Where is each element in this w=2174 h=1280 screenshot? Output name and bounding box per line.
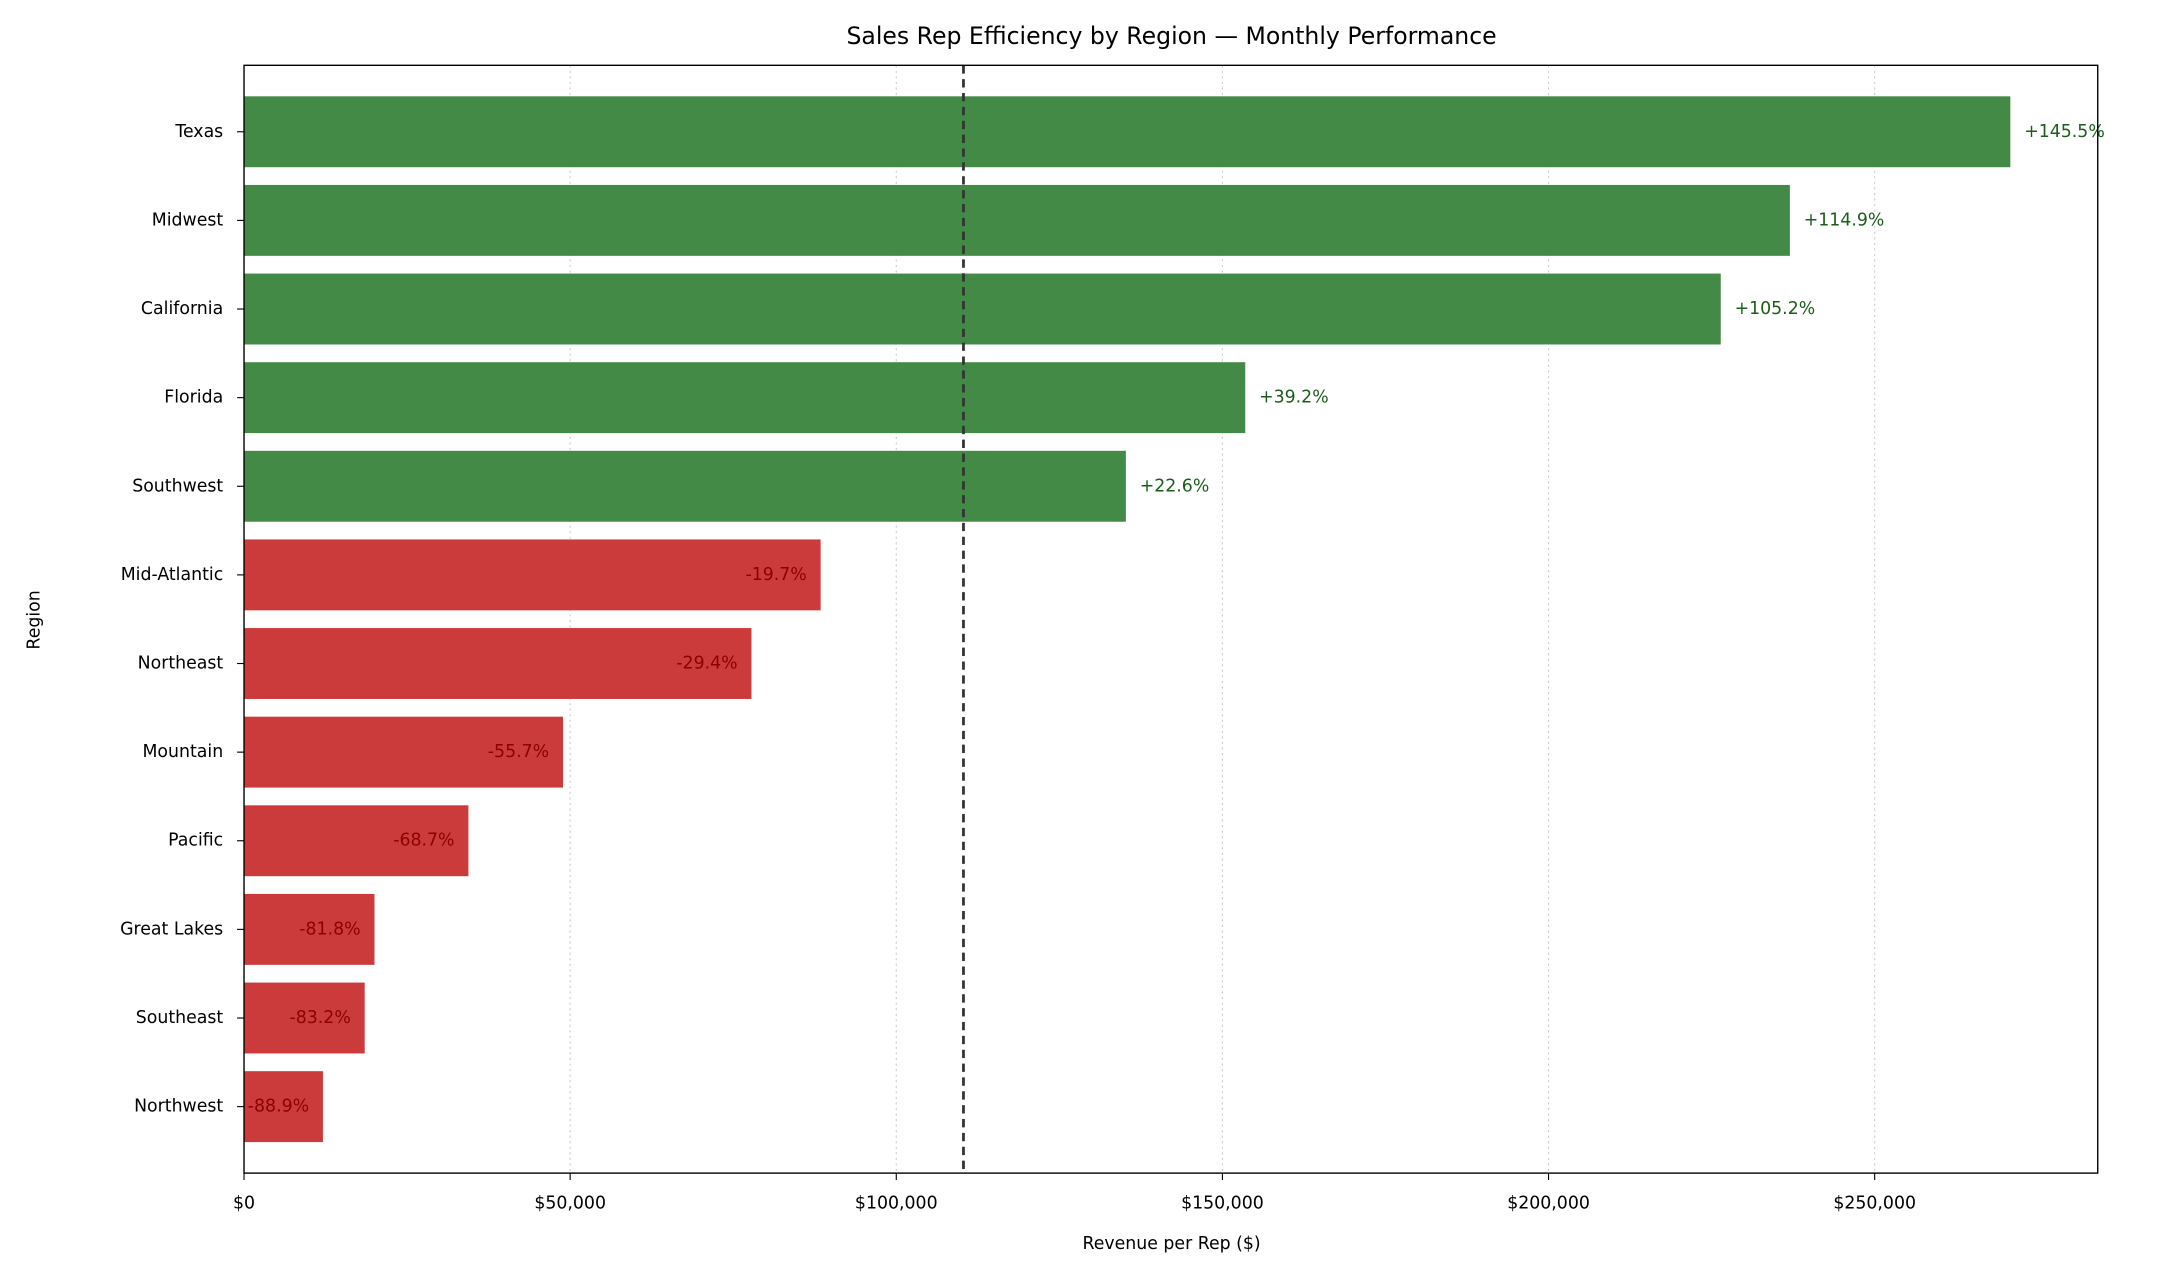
x-axis-label: Revenue per Rep ($) <box>1082 1234 1260 1254</box>
y-tick-label: California <box>141 299 223 319</box>
x-tick-label: $0 <box>233 1194 255 1214</box>
y-tick-label: Northeast <box>138 654 224 674</box>
bar-label: +114.9% <box>1804 210 1885 230</box>
x-tick-label: $50,000 <box>534 1194 606 1214</box>
bar-label: +145.5% <box>2024 122 2105 142</box>
bar <box>244 982 365 1054</box>
bar-label: -81.8% <box>299 919 360 939</box>
y-tick-label: Florida <box>164 388 223 408</box>
bar-label: -29.4% <box>676 654 737 674</box>
x-tick-label: $150,000 <box>1181 1194 1264 1214</box>
bar-label: +105.2% <box>1735 299 1816 319</box>
y-tick-label: Texas <box>174 122 223 142</box>
y-tick-label: Northwest <box>134 1097 223 1117</box>
bar <box>244 362 1246 434</box>
bar-label: -19.7% <box>745 565 806 585</box>
bar-label: -68.7% <box>393 831 454 851</box>
y-tick-label: Mid-Atlantic <box>121 565 224 585</box>
chart-title: Sales Rep Efficiency by Region — Monthly… <box>846 22 1496 50</box>
bar-label: -83.2% <box>290 1008 351 1028</box>
bar <box>244 1071 323 1143</box>
bar <box>244 96 2011 168</box>
bar-label: -55.7% <box>488 742 549 762</box>
bar <box>244 184 1790 256</box>
x-tick-label: $100,000 <box>855 1194 938 1214</box>
bar <box>244 893 375 965</box>
y-tick-label: Great Lakes <box>120 919 223 939</box>
bar-label: +39.2% <box>1259 388 1329 408</box>
bar-label: +22.6% <box>1140 476 1210 496</box>
y-tick-label: Midwest <box>152 210 224 230</box>
bar <box>244 273 1721 345</box>
bar <box>244 628 752 699</box>
y-tick-label: Mountain <box>142 742 223 762</box>
y-axis-label: Region <box>25 590 45 649</box>
bar <box>244 450 1126 522</box>
bar-label: -88.9% <box>248 1097 309 1117</box>
y-tick-label: Pacific <box>168 831 223 851</box>
x-tick-label: $200,000 <box>1507 1194 1590 1214</box>
y-tick-label: Southwest <box>132 476 223 496</box>
bar <box>244 539 821 611</box>
x-tick-label: $250,000 <box>1833 1194 1916 1214</box>
bar <box>244 716 563 788</box>
y-tick-label: Southeast <box>136 1008 224 1028</box>
bar <box>244 805 469 877</box>
plot-frame <box>243 64 2099 1174</box>
